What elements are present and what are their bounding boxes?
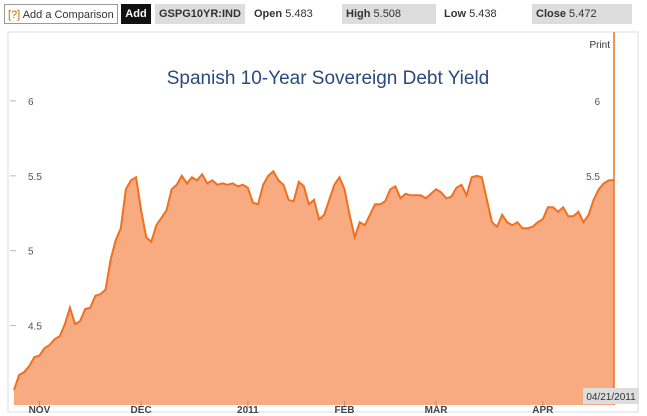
date-box xyxy=(583,388,639,404)
x-tick-label: FEB xyxy=(335,405,355,416)
x-tick-label: 2011 xyxy=(237,405,259,416)
line xyxy=(13,169,614,391)
y-tick-label: 6 xyxy=(28,97,34,108)
input-placeholder: Add a Comparison xyxy=(22,9,114,21)
area xyxy=(14,171,614,405)
print-link[interactable]: Print xyxy=(589,40,610,51)
y-tick-label: 4.5 xyxy=(28,322,42,333)
open-value: 5.483 xyxy=(285,8,313,20)
add-button[interactable]: Add xyxy=(121,4,151,24)
high-value: 5.508 xyxy=(373,8,402,20)
high-label: High xyxy=(346,8,371,20)
close-value: 5.472 xyxy=(569,8,597,20)
close-label: Close xyxy=(536,8,566,20)
y-tick-label: 5 xyxy=(28,247,34,258)
date-label: 04/21/2011 xyxy=(586,392,636,403)
open-field: Open 5.483 xyxy=(250,4,338,24)
ticker: GSPG10YR:IND xyxy=(155,4,245,24)
x-tick-label: MAR xyxy=(425,405,449,416)
chart-title: Spanish 10-Year Sovereign Debt Yield xyxy=(167,68,490,89)
high-field: High 5.508 xyxy=(342,4,436,24)
x-tick-label: NOV xyxy=(29,405,51,416)
low-value: 5.438 xyxy=(469,8,497,20)
help-icon[interactable]: [?] xyxy=(8,9,21,21)
y-tick-label-right: 5.5 xyxy=(586,172,600,183)
y-tick-label-right: 6 xyxy=(594,97,600,108)
close-field: Close 5.472 xyxy=(532,4,632,24)
low-field: Low 5.438 xyxy=(440,4,528,24)
x-tick-label: DEC xyxy=(131,405,152,416)
comparison-input[interactable]: [?] Add a Comparison xyxy=(4,4,118,24)
y-tick-label: 5.5 xyxy=(28,172,42,183)
low-label: Low xyxy=(444,8,466,20)
x-tick-label: APR xyxy=(532,405,554,416)
open-label: Open xyxy=(254,8,283,20)
